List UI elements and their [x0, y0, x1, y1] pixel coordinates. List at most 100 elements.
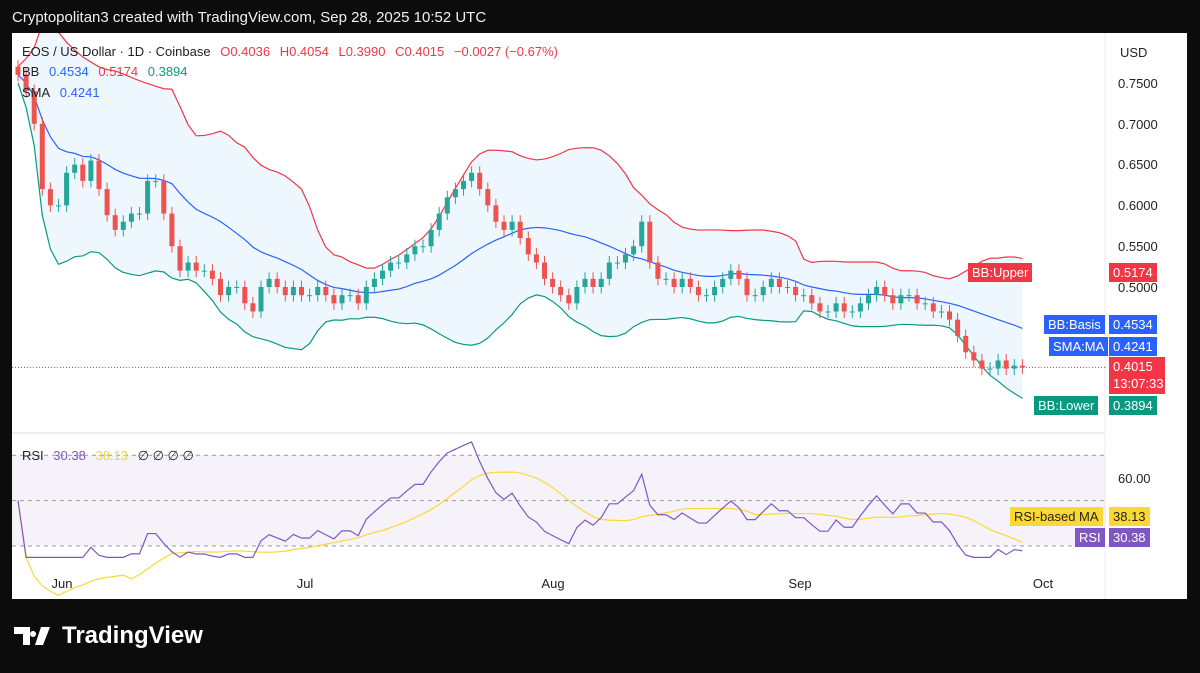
- candle: [598, 278, 604, 287]
- last-price-tag: 0.4015 13:07:33: [1109, 357, 1165, 394]
- candle: [15, 66, 21, 75]
- sma-legend[interactable]: SMA 0.4241: [22, 85, 106, 100]
- rsi-ma-tag: RSI-based MA: [1010, 507, 1103, 526]
- candle: [550, 278, 556, 287]
- candle: [420, 246, 426, 248]
- bb-lower-tag: BB:Lower: [1034, 396, 1099, 415]
- tradingview-logo-icon: [14, 627, 50, 645]
- chart-area[interactable]: Jun Jul Aug Sep Oct 0.7500 0.7000 0.6500 0.6000 0…: [12, 33, 1187, 599]
- bb-upper-value: 0.5174: [98, 64, 139, 79]
- price-chart[interactable]: Jun Jul Aug Sep Oct 0.7500 0.7000 0.6500 0.6000 0…: [12, 33, 1187, 599]
- candle: [922, 303, 928, 305]
- candle: [695, 287, 701, 296]
- candle: [890, 295, 896, 304]
- rsi-tick: 60.00: [1118, 471, 1151, 486]
- candle: [104, 189, 110, 216]
- candle: [955, 319, 961, 336]
- candle: [768, 278, 774, 287]
- candle: [582, 278, 588, 287]
- rsi-line: [17, 441, 1023, 558]
- currency-label[interactable]: USD: [1120, 45, 1148, 60]
- candle: [485, 189, 491, 206]
- last-price: 0.4015: [1113, 359, 1153, 374]
- candle: [153, 180, 159, 182]
- candle: [760, 287, 766, 296]
- candle: [347, 295, 353, 297]
- bb-lower-value: 0.3894: [147, 64, 188, 79]
- candle: [137, 213, 142, 215]
- candle: [744, 278, 750, 296]
- candle: [274, 278, 280, 287]
- candle: [242, 287, 248, 304]
- candle: [623, 254, 628, 263]
- open-value: O0.4036: [220, 44, 271, 59]
- candle: [509, 221, 515, 230]
- candle: [185, 262, 191, 271]
- bb-lower-line: [17, 82, 1023, 399]
- candle: [574, 287, 580, 304]
- price-tick: 0.7000: [1118, 117, 1158, 132]
- candle: [120, 221, 126, 230]
- bb-upper-line: [17, 33, 1023, 280]
- candle: [631, 246, 637, 255]
- candle: [663, 278, 669, 280]
- candle: [558, 287, 564, 296]
- candle: [339, 295, 345, 304]
- candle: [606, 262, 612, 279]
- candle: [266, 278, 272, 287]
- candle: [647, 221, 653, 263]
- candle: [461, 180, 466, 190]
- price-tick: 0.5500: [1118, 239, 1158, 254]
- symbol-name: EOS / US Dollar · 1D · Coinbase: [22, 44, 211, 59]
- candle: [995, 360, 1001, 369]
- candle: [331, 295, 337, 304]
- sma-label: SMA: [22, 85, 51, 100]
- time-tick: Aug: [541, 576, 564, 591]
- candle: [234, 287, 240, 288]
- candle: [501, 221, 507, 230]
- time-tick: Sep: [788, 576, 811, 591]
- candle: [704, 295, 709, 297]
- change-value: −0.0027 (−0.67%): [453, 44, 558, 59]
- bb-basis-value: 0.4534: [48, 64, 89, 79]
- candle: [258, 287, 264, 312]
- candle: [655, 262, 661, 279]
- candle: [542, 262, 547, 279]
- candle: [436, 213, 442, 230]
- bb-legend[interactable]: BB 0.4534 0.5174 0.3894: [22, 64, 194, 79]
- candle: [938, 311, 944, 313]
- rsi-legend[interactable]: RSI 30.38 38.13 ∅ ∅ ∅ ∅: [22, 448, 200, 464]
- candle: [833, 303, 839, 312]
- bb-upper-price: 0.5174: [1109, 263, 1157, 282]
- candle: [963, 335, 969, 353]
- sma-value: 0.4241: [59, 85, 100, 100]
- rsi-label: RSI: [22, 448, 44, 463]
- candle: [80, 164, 86, 181]
- close-value: C0.4015: [395, 44, 445, 59]
- rsi-ma-line: [17, 471, 1023, 596]
- candle: [323, 287, 329, 296]
- price-tick: 0.5000: [1118, 280, 1158, 295]
- candle: [88, 160, 94, 181]
- candle: [209, 270, 215, 279]
- candle: [169, 213, 175, 247]
- candle: [31, 91, 37, 124]
- bb-basis-price: 0.4534: [1109, 315, 1157, 334]
- candle: [671, 278, 677, 287]
- time-tick: Jun: [52, 576, 73, 591]
- candle: [566, 295, 572, 304]
- candle: [809, 295, 815, 304]
- rsi-value: 30.38: [53, 448, 86, 463]
- tradingview-logo: TradingView: [14, 622, 203, 650]
- candle: [906, 295, 912, 297]
- candle: [947, 311, 952, 320]
- candle: [614, 262, 620, 264]
- candle: [857, 303, 863, 312]
- candle: [785, 287, 790, 288]
- candle: [64, 172, 70, 206]
- sma-price: 0.4241: [1109, 337, 1157, 356]
- candle: [752, 295, 758, 297]
- candle: [866, 295, 871, 304]
- candle: [112, 215, 118, 230]
- candle: [145, 180, 151, 214]
